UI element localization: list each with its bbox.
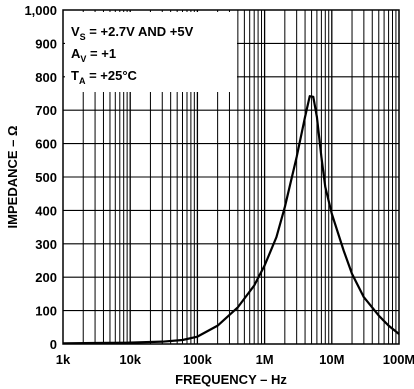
y-tick-label: 700 bbox=[35, 103, 57, 118]
x-axis-title: FREQUENCY – Hz bbox=[175, 372, 287, 387]
y-tick-label: 800 bbox=[35, 70, 57, 85]
y-tick-label: 400 bbox=[35, 203, 57, 218]
tick-labels: 0 100 200 300 400 500 600 700 800 900 1,000 1k 10k 10… bbox=[24, 3, 414, 367]
y-tick-label: 0 bbox=[50, 337, 57, 352]
y-axis-title: IMPEDANCE – Ω bbox=[5, 126, 20, 229]
annotation-line-2: AV = +1 bbox=[71, 46, 116, 64]
x-tick-label: 100k bbox=[183, 352, 213, 367]
y-tick-label: 600 bbox=[35, 137, 57, 152]
y-tick-label: 500 bbox=[35, 170, 57, 185]
x-tick-label: 10k bbox=[119, 352, 141, 367]
annotation-line-3: TA = +25°C bbox=[71, 68, 138, 86]
annotation-line-1: VS = +2.7V AND +5V bbox=[71, 24, 194, 42]
x-tick-label: 10M bbox=[319, 352, 344, 367]
plot-frame bbox=[62, 9, 400, 345]
y-tick-label: 900 bbox=[35, 36, 57, 51]
x-tick-label: 100M bbox=[383, 352, 414, 367]
y-tick-label: 300 bbox=[35, 237, 57, 252]
x-tick-label: 1M bbox=[256, 352, 274, 367]
x-tick-label: 1k bbox=[56, 352, 71, 367]
y-tick-label: 100 bbox=[35, 304, 57, 319]
y-tick-label: 1,000 bbox=[24, 3, 57, 18]
y-tick-label: 200 bbox=[35, 270, 57, 285]
series-line bbox=[62, 95, 400, 345]
annotation-box bbox=[65, 12, 237, 92]
